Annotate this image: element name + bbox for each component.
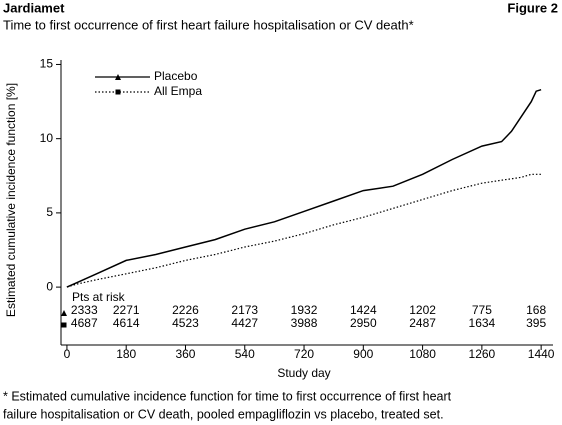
at-risk-value: 395 <box>526 316 546 330</box>
x-tick-label: 360 <box>175 347 195 361</box>
at-risk-label: Pts at risk <box>72 290 126 304</box>
x-tick-label: 1260 <box>469 347 496 361</box>
at-risk-value: 2487 <box>409 316 436 330</box>
y-tick-label: 10 <box>40 131 54 145</box>
x-tick-label: 900 <box>353 347 373 361</box>
y-tick-label: 15 <box>40 57 54 71</box>
at-risk-value: 1634 <box>469 316 496 330</box>
at-risk-value: 1202 <box>409 303 436 317</box>
x-tick-label: 1440 <box>528 347 555 361</box>
y-axis-label: Estimated cumulative incidence function … <box>4 83 18 317</box>
header: Jardiamet <box>3 0 65 15</box>
at-risk-value: 4427 <box>231 316 258 330</box>
at-risk-value: 775 <box>472 303 492 317</box>
at-risk-value: 2226 <box>172 303 199 317</box>
legend-label: Placebo <box>154 69 198 83</box>
legend-marker <box>115 74 121 80</box>
at-risk-value: 168 <box>526 303 546 317</box>
at-risk-value: 2173 <box>231 303 258 317</box>
at-risk-value: 4687 <box>71 316 98 330</box>
at-risk-value: 2333 <box>71 303 98 317</box>
x-tick-label: 540 <box>235 347 255 361</box>
at-risk-value: 2271 <box>113 303 140 317</box>
footnote: * Estimated cumulative incidence functio… <box>3 389 452 403</box>
x-tick-label: 1080 <box>409 347 436 361</box>
at-risk-value: 1932 <box>291 303 318 317</box>
at-risk-value: 4523 <box>172 316 199 330</box>
chart-title: Time to first occurrence of first heart … <box>3 17 414 32</box>
legend-marker <box>115 89 121 95</box>
at-risk-marker <box>61 310 67 316</box>
footnote: failure hospitalisation or CV death, poo… <box>3 407 444 421</box>
y-tick-label: 5 <box>46 205 53 219</box>
x-tick-label: 720 <box>294 347 314 361</box>
line <box>66 173 542 288</box>
x-tick-label: 180 <box>116 347 136 361</box>
at-risk-value: 4614 <box>113 316 140 330</box>
figure-label: Figure 2 <box>507 0 558 15</box>
x-axis-label: Study day <box>277 366 330 380</box>
x-tick-label: 0 <box>64 347 71 361</box>
at-risk-marker <box>61 322 67 328</box>
line <box>66 88 542 288</box>
at-risk-value: 3988 <box>291 316 318 330</box>
at-risk-value: 1424 <box>350 303 377 317</box>
y-tick-label: 0 <box>46 279 53 293</box>
at-risk-value: 2950 <box>350 316 377 330</box>
legend-label: All Empa <box>154 84 202 98</box>
